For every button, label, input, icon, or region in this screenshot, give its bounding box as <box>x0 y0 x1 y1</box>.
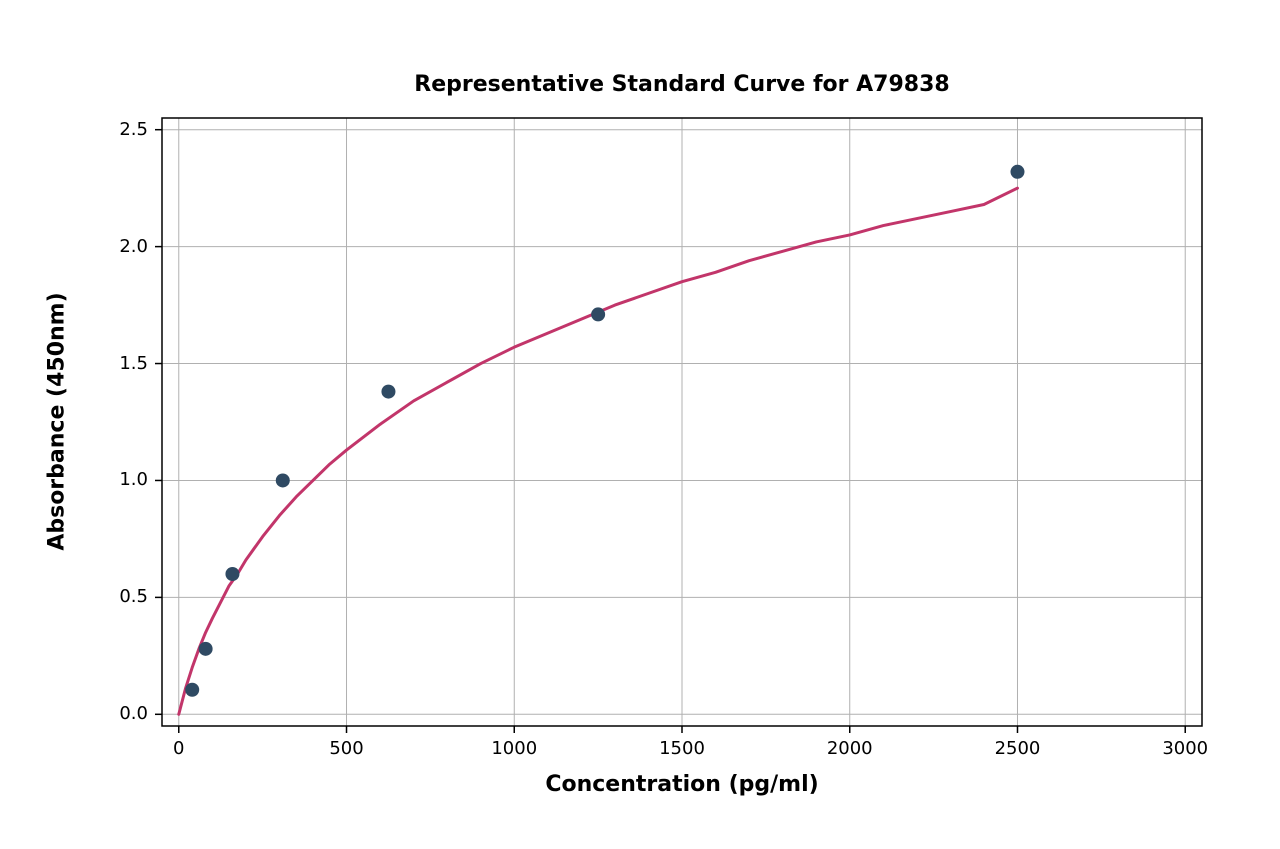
x-tick-label: 2000 <box>810 738 890 759</box>
x-axis-label: Concentration (pg/ml) <box>162 772 1202 797</box>
y-tick-label: 0.5 <box>119 586 148 607</box>
chart-svg <box>0 0 1280 845</box>
y-tick-label: 1.0 <box>119 469 148 490</box>
x-tick-label: 3000 <box>1145 738 1225 759</box>
y-tick-label: 1.5 <box>119 353 148 374</box>
x-tick-label: 2500 <box>977 738 1057 759</box>
y-axis-label: Absorbance (450nm) <box>45 222 70 622</box>
chart-container: Representative Standard Curve for A79838… <box>0 0 1280 845</box>
y-tick-label: 2.5 <box>119 119 148 140</box>
y-tick-label: 0.0 <box>119 703 148 724</box>
y-tick-label: 2.0 <box>119 236 148 257</box>
x-tick-label: 0 <box>139 738 219 759</box>
x-tick-label: 1500 <box>642 738 722 759</box>
x-tick-label: 500 <box>307 738 387 759</box>
chart-title: Representative Standard Curve for A79838 <box>162 72 1202 97</box>
x-tick-label: 1000 <box>474 738 554 759</box>
